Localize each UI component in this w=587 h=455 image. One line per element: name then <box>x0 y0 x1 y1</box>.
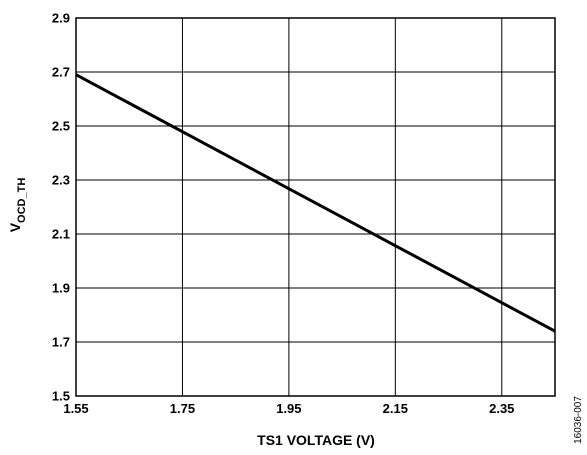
figure-code: 16036-007 <box>573 396 584 444</box>
y-axis-title: VOCD_TH <box>7 178 28 233</box>
y-axis-title-main: V <box>7 222 23 232</box>
series-group <box>75 73 556 333</box>
y-tick-label: 1.9 <box>52 281 70 296</box>
x-axis-title: TS1 VOLTAGE (V) <box>257 432 375 448</box>
series-line <box>75 73 556 333</box>
y-tick-label: 2.7 <box>52 65 70 80</box>
x-tick-label: 2.35 <box>489 401 514 416</box>
x-tick-label: 1.95 <box>276 401 301 416</box>
y-tick-labels: 1.5 1.7 1.9 2.1 2.3 2.5 2.7 2.9 <box>52 11 70 404</box>
grid-lines <box>75 17 556 397</box>
x-tick-label: 1.55 <box>63 401 88 416</box>
y-tick-label: 2.1 <box>52 227 70 242</box>
y-tick-label: 2.5 <box>52 119 70 134</box>
y-axis-title-subscript: OCD_TH <box>16 178 28 223</box>
x-tick-label: 1.75 <box>170 401 195 416</box>
y-tick-label: 2.3 <box>52 173 70 188</box>
x-tick-labels: 1.55 1.75 1.95 2.15 2.35 <box>63 401 514 416</box>
y-tick-label: 2.9 <box>52 11 70 26</box>
y-tick-label: 1.7 <box>52 335 70 350</box>
x-tick-label: 2.15 <box>383 401 408 416</box>
y-tick-label: 1.5 <box>52 389 70 404</box>
plot-frame <box>75 17 556 397</box>
